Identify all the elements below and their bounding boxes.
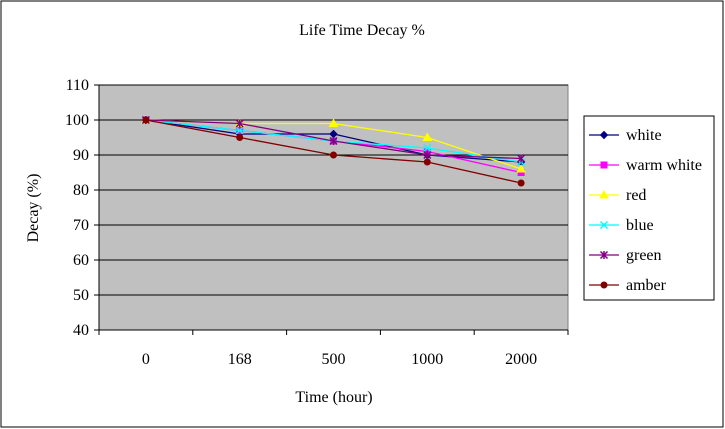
legend-label: green xyxy=(626,247,662,264)
data-point-marker xyxy=(142,116,150,124)
x-tick-label: 168 xyxy=(228,351,252,368)
data-point-marker xyxy=(599,189,609,199)
x-tick-label: 500 xyxy=(322,351,346,368)
x-tick-label: 0 xyxy=(142,351,150,368)
data-point-marker xyxy=(516,163,526,173)
legend-label: red xyxy=(626,187,646,204)
data-point-marker xyxy=(328,118,339,127)
y-tick-label: 110 xyxy=(66,77,89,94)
data-point-marker xyxy=(600,161,608,169)
data-point-marker xyxy=(329,136,338,146)
y-tick-label: 70 xyxy=(73,217,89,234)
axes xyxy=(94,84,569,335)
data-point-marker xyxy=(235,126,244,135)
y-axis-title: Decay (%) xyxy=(25,174,42,243)
data-point-marker xyxy=(330,151,337,159)
y-tick-label: 80 xyxy=(73,182,89,199)
legend-item: amber xyxy=(589,277,667,294)
data-point-marker xyxy=(600,281,608,289)
chart-title: Life Time Decay % xyxy=(299,22,425,39)
data-point-marker xyxy=(599,130,609,140)
legend-item: white xyxy=(589,127,662,144)
data-point-marker xyxy=(599,220,609,230)
legend-item: red xyxy=(589,187,646,204)
series-lines xyxy=(141,114,526,187)
data-point-marker xyxy=(236,134,244,141)
data-point-marker xyxy=(517,179,525,187)
series-amber xyxy=(142,116,525,187)
data-point-marker xyxy=(235,119,244,128)
data-point-marker xyxy=(599,250,609,260)
y-tick-label: 100 xyxy=(65,112,89,129)
y-tick-label: 60 xyxy=(73,252,89,269)
data-point-marker xyxy=(423,150,432,160)
legend-label: white xyxy=(626,127,662,144)
legend: white warm white red blue green amber xyxy=(583,115,715,301)
legend-label: blue xyxy=(626,217,654,234)
legend-label: amber xyxy=(626,277,667,294)
data-point-marker xyxy=(422,132,433,141)
legend-box xyxy=(583,115,715,301)
x-tick-labels: 0 168 500 1000 2000 xyxy=(142,351,537,368)
data-point-marker xyxy=(423,158,431,166)
y-tick-labels: 40 50 60 70 80 90 100 110 xyxy=(65,77,89,339)
legend-label: warm white xyxy=(626,157,702,174)
legend-item: warm white xyxy=(589,157,702,174)
y-tick-label: 40 xyxy=(73,322,89,339)
data-point-marker xyxy=(517,154,526,163)
legend-item: blue xyxy=(589,217,654,234)
x-tick-label: 1000 xyxy=(411,351,443,368)
y-tick-label: 90 xyxy=(73,147,89,164)
y-tick-label: 50 xyxy=(73,287,89,304)
data-point-marker xyxy=(423,143,432,153)
legend-items: white warm white red blue green amber xyxy=(589,127,702,294)
legend-item: green xyxy=(589,247,662,264)
x-axis-title: Time (hour) xyxy=(295,389,372,406)
x-tick-label: 2000 xyxy=(505,351,537,368)
